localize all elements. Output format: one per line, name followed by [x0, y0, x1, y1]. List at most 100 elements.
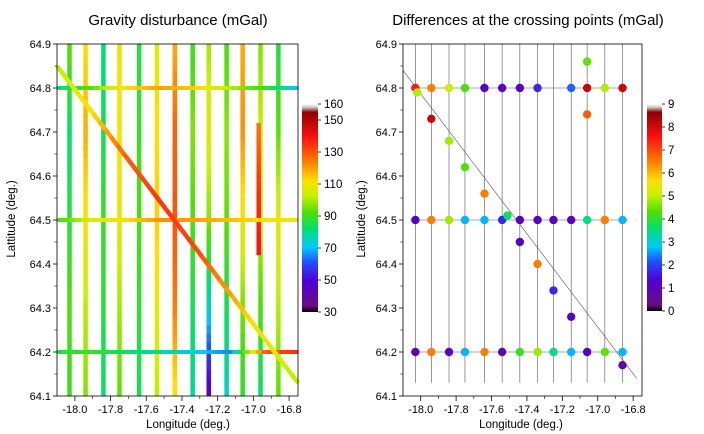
track-segment [286, 367, 292, 375]
crossing-point [503, 211, 511, 219]
y-tick-label: 64.3 [376, 303, 397, 315]
y-tick-label: 64.5 [376, 215, 397, 227]
track-segment [196, 248, 202, 256]
y-tick-label: 64.5 [30, 215, 51, 227]
colorbar-tick-label: 0 [668, 306, 674, 318]
crossing-point [618, 348, 626, 356]
crossing-point [461, 216, 469, 224]
track-segment [93, 114, 99, 122]
x-tick-label: -17.4 [514, 404, 539, 416]
crossing-point [583, 110, 591, 118]
x-axis-label: Longitude (deg.) [146, 419, 230, 431]
plot-area [57, 44, 298, 396]
colorbar-tick-label: 4 [668, 214, 675, 226]
crossing-point [567, 313, 575, 321]
crossing-point [480, 216, 488, 224]
crossing-point [618, 84, 626, 92]
y-tick-label: 64.6 [376, 171, 397, 183]
crossing-differences-panel: Differences at the crossing points (mGal… [356, 12, 675, 431]
track-segment [147, 185, 153, 193]
track-segment [105, 129, 111, 137]
y-tick-label: 64.6 [30, 171, 51, 183]
x-tick-label: -17.4 [169, 404, 194, 416]
crossing-point [427, 115, 435, 123]
track-segment [87, 106, 93, 114]
y-tick-label: 64.7 [376, 127, 397, 139]
crossing-point [533, 348, 541, 356]
x-axis-label: Longitude (deg.) [479, 419, 563, 431]
crossing-point [427, 216, 435, 224]
colorbar-tick-label: 6 [668, 168, 674, 180]
track-segment [159, 201, 165, 209]
crossing-point [583, 348, 591, 356]
y-tick-label: 64.1 [30, 391, 51, 403]
y-tick-label: 64.3 [30, 303, 51, 315]
crossing-point [445, 137, 453, 145]
crossing-point [516, 348, 524, 356]
colorbar-tick-label: 50 [324, 275, 337, 287]
y-tick-label: 64.4 [30, 259, 51, 271]
track-segment [262, 335, 268, 343]
y-tick-label: 64.4 [376, 259, 397, 271]
crossing-point [516, 238, 524, 246]
x-tick-label: -17.2 [205, 404, 230, 416]
colorbar: 0 1 2 3 4 5 6 7 8 9 [647, 99, 675, 318]
colorbar-tick-label: 130 [324, 147, 343, 159]
x-tick-label: -17.2 [550, 404, 575, 416]
colorbar-tick-label: 30 [324, 307, 337, 319]
crossing-point [427, 84, 435, 92]
crossing-point [601, 348, 609, 356]
x-tick-label: -17.6 [479, 404, 504, 416]
colorbar-gradient [302, 104, 318, 312]
crossing-point [413, 88, 421, 96]
crossing-point [445, 348, 453, 356]
panel-title: Gravity disturbance (mGal) [88, 12, 267, 29]
crossing-point [445, 216, 453, 224]
track-segment [250, 319, 256, 327]
track-segment [165, 209, 171, 217]
colorbar-tick-label: 3 [668, 237, 674, 249]
panel-title: Differences at the crossing points (mGal… [392, 12, 664, 29]
y-tick-label: 64.7 [30, 127, 51, 139]
crossing-point [583, 57, 591, 65]
crossing-point [533, 216, 541, 224]
track-segment [280, 359, 286, 367]
crossing-point [583, 216, 591, 224]
colorbar-tick-label: 110 [324, 179, 342, 191]
crossing-point [567, 84, 575, 92]
y-tick-label: 64.9 [376, 39, 397, 51]
x-tick-label: -17.0 [585, 404, 610, 416]
colorbar: 30 50 70 90 110 130 150 160 [302, 99, 343, 319]
crossing-point [498, 84, 506, 92]
crossing-point [480, 348, 488, 356]
track-segment [214, 272, 220, 280]
colorbar-tick-label: 9 [668, 99, 674, 111]
crossing-point [411, 216, 419, 224]
crossing-point [583, 84, 591, 92]
track-segment [292, 375, 298, 383]
crossing-point [498, 348, 506, 356]
crossing-point [411, 348, 419, 356]
x-tick-label: -16.8 [277, 404, 302, 416]
x-tick-label: -18.0 [408, 404, 433, 416]
colorbar-gradient [647, 104, 662, 311]
colorbar-tick-label: 1 [668, 283, 674, 295]
track-segment [123, 153, 129, 161]
crossing-point [427, 348, 435, 356]
y-tick-label: 64.9 [30, 39, 51, 51]
crossing-point [461, 84, 469, 92]
track-segment [111, 137, 117, 145]
y-tick-label: 64.8 [376, 83, 397, 95]
colorbar-tick-label: 7 [668, 145, 674, 157]
y-tick-label: 64.8 [30, 83, 51, 95]
x-tick-label: -17.8 [444, 404, 469, 416]
y-axis-label: Lattitude (deg.) [6, 180, 18, 258]
crossing-point [567, 348, 575, 356]
crossing-point [533, 84, 541, 92]
y-tick-label: 64.1 [376, 391, 397, 403]
crossing-point [461, 348, 469, 356]
colorbar-tick-label: 70 [324, 243, 337, 255]
colorbar-tick-label: 90 [324, 211, 337, 223]
x-tick-label: -17.8 [98, 404, 123, 416]
